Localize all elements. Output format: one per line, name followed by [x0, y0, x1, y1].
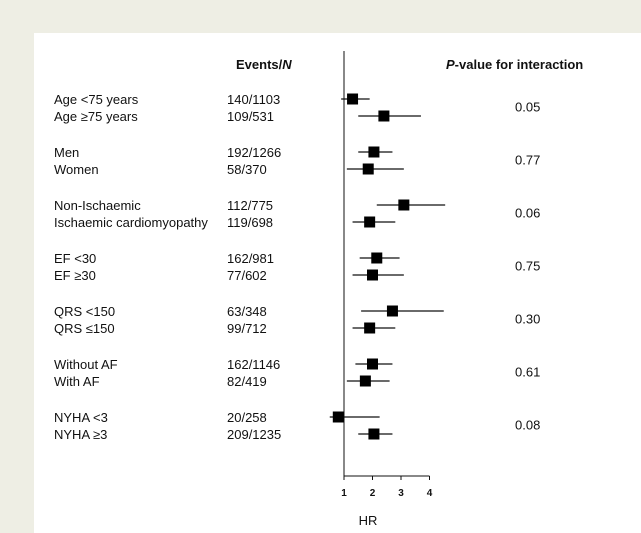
- row-label: NYHA ≥3: [54, 427, 107, 442]
- row-events: 82/419: [227, 374, 267, 389]
- hr-marker: [367, 269, 378, 281]
- pvalue-text: 0.30: [515, 312, 540, 327]
- row-label: QRS <150: [54, 304, 115, 319]
- hr-marker: [364, 216, 376, 228]
- row-label: Non-Ischaemic: [54, 198, 141, 213]
- row-events: 192/1266: [227, 145, 281, 160]
- hr-marker: [398, 199, 410, 211]
- row-label: Women: [54, 162, 99, 177]
- row-events: 20/258: [227, 410, 267, 425]
- hr-marker: [359, 375, 371, 387]
- x-tick-label: 4: [427, 488, 433, 499]
- row-events: 162/1146: [227, 357, 280, 372]
- hr-marker: [368, 428, 380, 440]
- x-tick-label: 1: [341, 488, 347, 499]
- row-label: NYHA <3: [54, 410, 108, 425]
- row-events: 109/531: [227, 109, 274, 124]
- row-label: Age <75 years: [54, 92, 139, 107]
- pvalue-text: 0.75: [515, 259, 540, 274]
- row-label: QRS ≤150: [54, 321, 115, 336]
- row-events: 119/698: [227, 215, 273, 230]
- hr-marker: [368, 146, 380, 158]
- hr-marker: [378, 110, 390, 122]
- forest-plot: Events/N P-value for interaction HR 1 2 3 4…: [54, 51, 583, 528]
- pvalue-header: P-value for interaction: [446, 57, 583, 72]
- row-events: 162/981: [227, 251, 274, 266]
- hr-marker: [371, 252, 383, 264]
- row-events: 112/775: [227, 198, 273, 213]
- hr-marker: [364, 322, 376, 334]
- row-events: 77/602: [227, 268, 267, 283]
- row-events: 63/348: [227, 304, 267, 319]
- row-events: 99/712: [227, 321, 267, 336]
- row-label: EF ≥30: [54, 268, 96, 283]
- pvalue-text: 0.61: [515, 365, 540, 380]
- chart-card: Events/N P-value for interaction HR 1 2 3 4…: [34, 33, 641, 533]
- hr-marker: [386, 305, 398, 317]
- row-events: 140/1103: [227, 92, 280, 107]
- hr-marker: [332, 411, 344, 423]
- row-label: Ischaemic cardiomyopathy: [54, 215, 208, 230]
- x-axis-label: HR: [359, 513, 378, 528]
- pvalue-text: 0.77: [515, 153, 540, 168]
- hr-marker: [367, 358, 378, 370]
- pvalue-text: 0.08: [515, 418, 540, 433]
- events-header: Events/N: [236, 57, 292, 72]
- row-events: 58/370: [227, 162, 267, 177]
- hr-marker: [347, 93, 359, 105]
- hr-marker: [362, 163, 374, 175]
- pvalue-text: 0.05: [515, 100, 540, 115]
- row-label: Age ≥75 years: [54, 109, 138, 124]
- x-tick-label: 2: [370, 488, 376, 499]
- row-label: Men: [54, 145, 79, 160]
- row-label: EF <30: [54, 251, 96, 266]
- row-label: With AF: [54, 374, 100, 389]
- row-events: 209/1235: [227, 427, 281, 442]
- x-tick-label: 3: [398, 488, 404, 499]
- row-label: Without AF: [54, 357, 118, 372]
- pvalue-text: 0.06: [515, 206, 540, 221]
